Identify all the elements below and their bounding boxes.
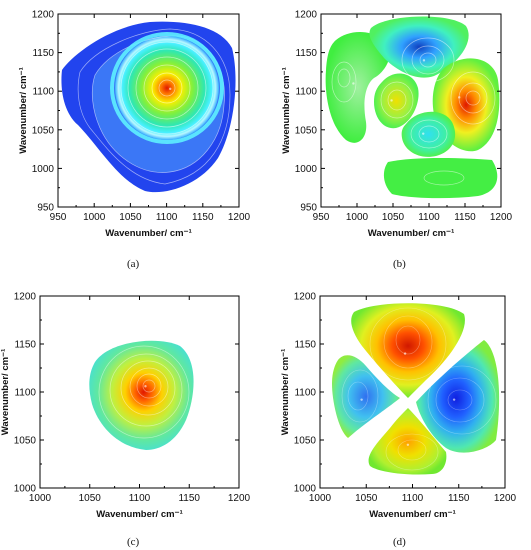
panel-caption-a: (a) <box>127 258 140 270</box>
y-tick-label: 1150 <box>14 340 36 351</box>
y-tick-label: 950 <box>300 203 317 214</box>
x-tick-label: 950 <box>50 212 67 223</box>
x-tick-label: 1150 <box>448 493 470 504</box>
x-tick-label: 1050 <box>382 212 405 223</box>
x-tick-label: 1000 <box>346 212 369 223</box>
x-tick-label: 1100 <box>402 493 424 504</box>
x-tick-label: 1000 <box>29 493 52 504</box>
x-tick-label: 1200 <box>490 212 513 223</box>
peak-marker-2 <box>458 96 461 99</box>
y-tick-label: 1150 <box>294 340 316 351</box>
contour-ring <box>110 32 224 144</box>
y-tick-label: 1050 <box>295 125 318 136</box>
y-tick-label: 1200 <box>294 292 317 303</box>
y-tick-label: 1050 <box>32 125 55 136</box>
x-tick-label: 1100 <box>129 493 151 504</box>
x-tick-label: 1050 <box>355 493 378 504</box>
x-tick-label: 1150 <box>192 212 214 223</box>
contour-region-lobe-bottom <box>368 408 447 475</box>
y-axis-label: Wavenumber/ cm⁻¹ <box>0 349 11 436</box>
y-tick-label: 1000 <box>295 164 318 175</box>
y-tick-label: 1100 <box>14 388 36 399</box>
peak-marker-4 <box>422 132 425 135</box>
y-tick-label: 1000 <box>14 484 37 495</box>
contour-region <box>89 340 194 450</box>
panel-caption-d: (d) <box>393 536 406 548</box>
y-axis-label: Wavenumber/ cm⁻¹ <box>281 67 292 154</box>
x-tick-label: 1150 <box>178 493 200 504</box>
y-tick-label: 1000 <box>294 484 317 495</box>
peak-marker-1 <box>403 352 407 355</box>
x-tick-label: 1050 <box>119 212 142 223</box>
contour-core <box>115 36 219 140</box>
y-tick-label: 950 <box>37 203 54 214</box>
y-tick-label: 1150 <box>295 48 317 59</box>
y-axis-label: Wavenumber/ cm⁻¹ <box>18 67 29 154</box>
x-tick-label: 1200 <box>228 212 251 223</box>
x-axis-label: Wavenumber/ cm⁻¹ <box>105 228 192 239</box>
chart-panel-d: 1000 1050 1100 1150 1200 1000 1050 1100 1150 1200… <box>280 292 517 521</box>
chart-panel-c: 1000 1050 1100 1150 1200 1000 1050 1100 1150 1200… <box>0 292 251 521</box>
peak-marker-1 <box>422 59 426 62</box>
peak-marker-3 <box>390 99 393 102</box>
contour-region-bottom-band <box>383 158 498 199</box>
y-axis-label: Wavenumber/ cm⁻¹ <box>280 349 291 436</box>
x-tick-label: 1150 <box>454 212 476 223</box>
x-tick-label: 1200 <box>228 493 251 504</box>
y-tick-label: 1200 <box>295 10 318 21</box>
y-tick-label: 1100 <box>32 87 54 98</box>
x-tick-label: 1000 <box>309 493 332 504</box>
contour-lines <box>331 37 496 186</box>
contour-lines <box>77 28 231 185</box>
panel-caption-c: (c) <box>127 536 140 548</box>
peak-marker-1 <box>144 385 147 388</box>
contour-region-lobe-bottom <box>401 111 456 157</box>
panel-caption-b: (b) <box>393 258 406 270</box>
x-axis-label: Wavenumber/ cm⁻¹ <box>369 509 456 520</box>
contour-region-lobe-left <box>325 32 391 143</box>
y-tick-label: 1000 <box>32 164 55 175</box>
contour-region-lobe-left <box>332 355 400 438</box>
x-tick-label: 950 <box>313 212 330 223</box>
y-tick-label: 1100 <box>294 388 316 399</box>
y-tick-label: 1200 <box>14 292 37 303</box>
chart-panel-b: 950 1000 1050 1100 1150 1200 950 1000 1050 1100 11… <box>281 10 513 240</box>
x-tick-label: 1100 <box>418 212 440 223</box>
x-tick-label: 1050 <box>79 493 102 504</box>
peak-marker-1 <box>169 87 172 91</box>
peak-marker-3 <box>360 398 363 401</box>
peak-marker-2 <box>452 398 456 401</box>
x-axis-label: Wavenumber/ cm⁻¹ <box>368 228 455 239</box>
peak-marker-5 <box>352 82 355 85</box>
contour-region-lobe-top <box>351 303 465 398</box>
y-tick-label: 1100 <box>295 87 317 98</box>
contour-region-lobe-right <box>416 340 500 453</box>
y-tick-label: 1050 <box>14 436 37 447</box>
x-tick-label: 1100 <box>156 212 178 223</box>
contour-lines <box>98 345 190 439</box>
chart-panel-a: 950 1000 1050 1100 1150 1200 950 1000 1050 1100 11… <box>18 10 251 240</box>
x-tick-label: 1000 <box>83 212 106 223</box>
contour-region-lobe-center-left <box>374 73 419 129</box>
y-tick-label: 1050 <box>294 436 317 447</box>
x-axis-label: Wavenumber/ cm⁻¹ <box>96 509 183 520</box>
peak-marker-4 <box>406 443 410 446</box>
contour-lines <box>341 307 497 471</box>
x-tick-label: 1200 <box>494 493 517 504</box>
y-tick-label: 1200 <box>32 10 55 21</box>
y-tick-label: 1150 <box>32 48 54 59</box>
